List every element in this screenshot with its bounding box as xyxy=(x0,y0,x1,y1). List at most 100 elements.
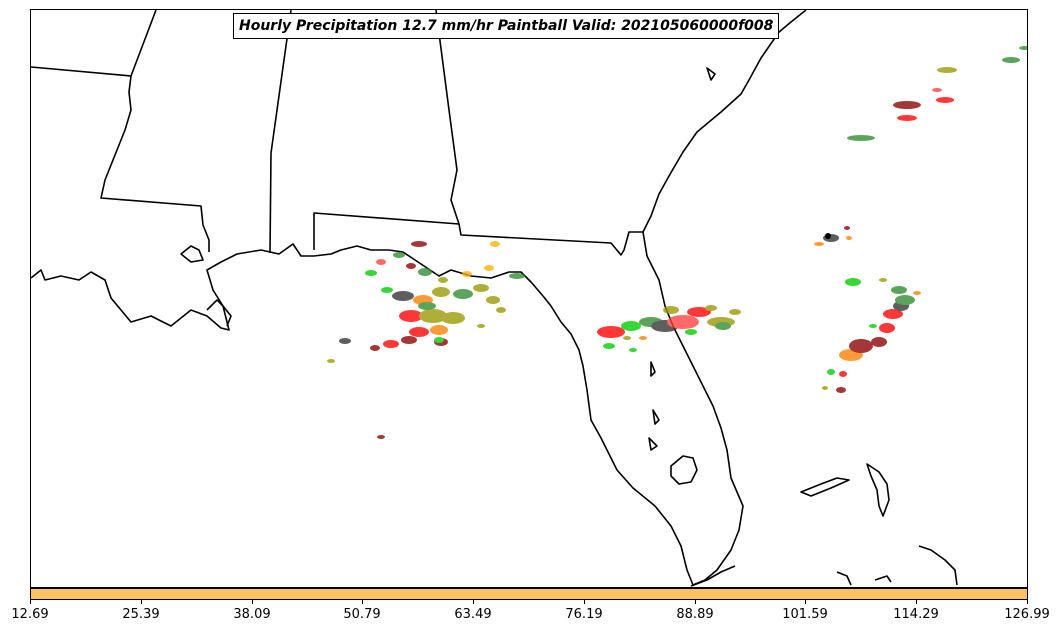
precip-blob xyxy=(639,336,647,340)
precip-blob xyxy=(879,323,895,333)
precip-blob xyxy=(409,327,429,337)
precip-blob xyxy=(411,241,427,247)
precip-blob xyxy=(932,88,942,92)
coastline xyxy=(706,67,716,81)
colorbar-tick-label: 25.39 xyxy=(122,607,160,622)
colorbar-tick-label: 126.99 xyxy=(1004,607,1050,622)
precip-blob xyxy=(715,322,731,330)
precip-blob xyxy=(937,67,957,73)
coastline xyxy=(650,361,656,377)
precip-blob xyxy=(490,241,500,247)
precip-blob xyxy=(936,97,954,103)
colorbar-tick xyxy=(362,600,363,604)
precip-blob xyxy=(477,324,485,328)
state-border xyxy=(130,10,157,77)
precip-blob xyxy=(438,277,448,283)
precip-blob xyxy=(430,325,448,335)
precip-blob xyxy=(891,286,907,294)
colorbar-tick-label: 38.09 xyxy=(233,607,271,622)
precip-blob xyxy=(846,236,852,240)
colorbar-tick xyxy=(252,600,253,604)
precip-blob xyxy=(418,268,432,276)
precip-blob xyxy=(822,386,828,390)
state-border xyxy=(269,10,292,254)
state-border xyxy=(313,10,460,250)
bahamas xyxy=(874,575,892,583)
precip-blob xyxy=(486,296,500,304)
precip-blob xyxy=(392,291,414,301)
precip-blob xyxy=(365,270,377,276)
precip-blob xyxy=(597,326,625,338)
precip-blob xyxy=(418,302,436,310)
colorbar-tick xyxy=(1027,600,1028,604)
precip-blob xyxy=(705,305,717,311)
precip-blob xyxy=(621,321,641,331)
precip-blob xyxy=(814,242,824,246)
state-border xyxy=(458,223,643,256)
colorbar-tick-label: 12.69 xyxy=(11,607,49,622)
precip-blob xyxy=(895,295,915,305)
precip-blob xyxy=(869,324,877,328)
precip-blob xyxy=(383,340,399,348)
precip-blob xyxy=(509,273,525,279)
precip-blob xyxy=(441,312,465,324)
colorbar-tick xyxy=(30,600,31,604)
precip-blob xyxy=(623,336,631,340)
precip-blob xyxy=(836,387,846,393)
precip-blob xyxy=(453,289,473,299)
precip-blob xyxy=(393,252,405,258)
colorbar-tick-label: 88.89 xyxy=(676,607,714,622)
colorbar-tick xyxy=(473,600,474,604)
precip-blob xyxy=(401,336,417,344)
colorbar-tick xyxy=(141,600,142,604)
precip-blob xyxy=(847,135,875,141)
colorbar-tick xyxy=(916,600,917,604)
precip-blob xyxy=(893,101,921,109)
precip-blob xyxy=(376,259,386,265)
colorbar xyxy=(30,588,1028,600)
precip-blob xyxy=(879,278,887,282)
precip-blob xyxy=(849,339,873,353)
coastline xyxy=(648,437,658,451)
map-canvas xyxy=(31,10,1027,587)
bahamas xyxy=(836,571,852,586)
lake-okeechobee xyxy=(670,455,698,485)
precip-blob xyxy=(327,359,335,363)
map-panel xyxy=(30,9,1028,588)
precip-blobs xyxy=(327,46,1027,439)
colorbar-tick xyxy=(695,600,696,604)
colorbar-tick xyxy=(805,600,806,604)
bahamas xyxy=(918,545,958,586)
precip-blob xyxy=(871,337,887,347)
precip-blob xyxy=(370,345,380,351)
colorbar-tick-label: 101.59 xyxy=(782,607,828,622)
colorbar-tick-label: 114.29 xyxy=(893,607,939,622)
precip-blob xyxy=(339,338,351,344)
precip-blob xyxy=(629,348,637,352)
precip-blob xyxy=(1002,57,1020,63)
precip-blob xyxy=(473,284,489,292)
precip-blob xyxy=(419,309,447,323)
colorbar-tick xyxy=(584,600,585,604)
coastline xyxy=(31,10,807,586)
bahamas xyxy=(866,463,890,517)
coastline xyxy=(180,245,204,263)
precip-blob xyxy=(667,315,699,329)
precip-blob xyxy=(496,307,506,313)
precip-blob xyxy=(432,287,450,297)
coastline xyxy=(206,299,232,327)
bahamas xyxy=(800,477,850,497)
colorbar-tick-label: 63.49 xyxy=(454,607,492,622)
state-border xyxy=(31,66,210,252)
precip-blob xyxy=(883,309,903,319)
precip-blob xyxy=(827,369,835,375)
precip-blob xyxy=(897,115,917,121)
precip-blob xyxy=(462,271,472,277)
station-marker xyxy=(825,233,831,239)
precip-blob xyxy=(844,226,850,230)
precip-blob xyxy=(603,343,615,349)
precip-blob xyxy=(687,307,711,317)
precip-blob xyxy=(377,435,385,439)
colorbar-tick-label: 76.19 xyxy=(565,607,603,622)
precip-blob xyxy=(663,306,679,314)
